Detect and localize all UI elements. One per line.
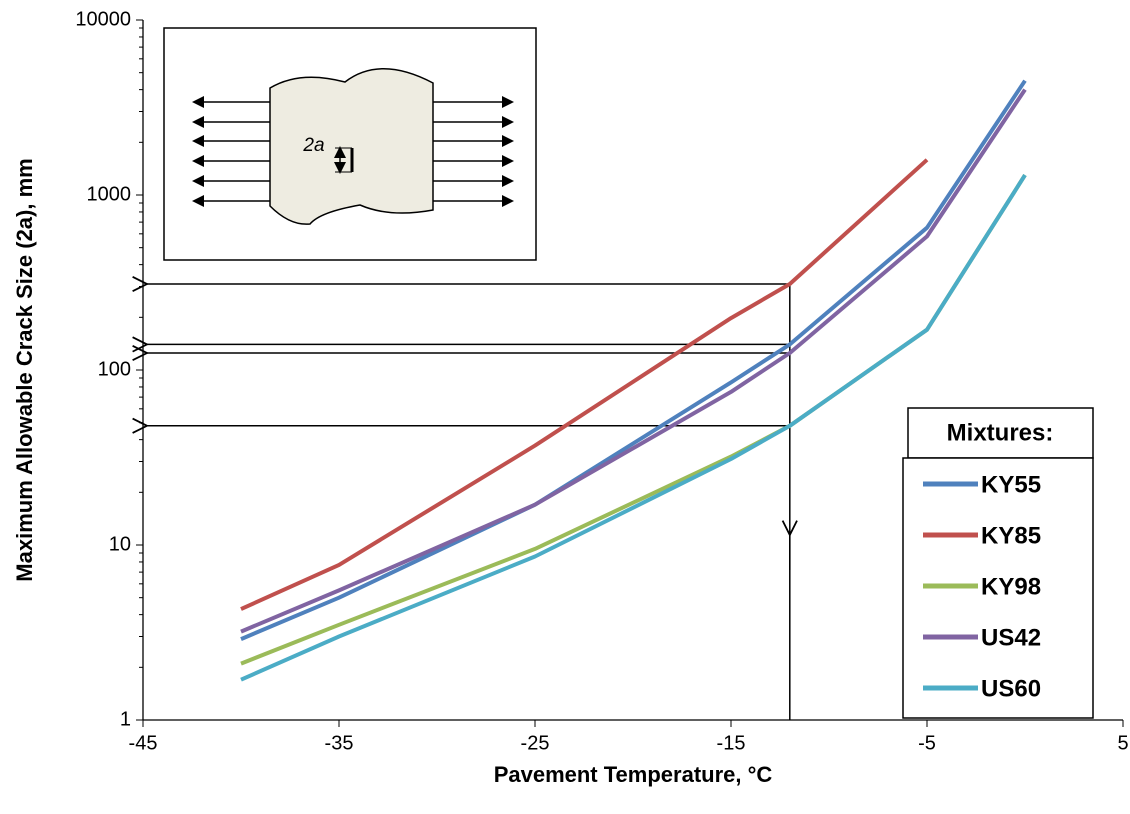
series-line — [240, 79, 1027, 641]
series-line — [240, 158, 929, 611]
y-tick-label: 100 — [98, 358, 131, 380]
y-tick-label: 10 — [109, 533, 131, 555]
x-tick-label: -25 — [521, 732, 550, 754]
y-tick-label: 1000 — [87, 183, 132, 205]
legend-label: US60 — [981, 675, 1041, 702]
legend-label: KY85 — [981, 522, 1041, 549]
x-tick-label: -35 — [325, 732, 354, 754]
legend-title-box — [907, 407, 1094, 459]
legend-label: US42 — [981, 624, 1041, 651]
y-tick-label: 10000 — [75, 8, 131, 30]
inset-diagram: 2a — [163, 27, 537, 261]
y-tick-label: 1 — [120, 708, 131, 730]
legend-label: KY55 — [981, 471, 1041, 498]
x-tick-label: -5 — [918, 732, 936, 754]
x-axis-title: Pavement Temperature, °C — [494, 762, 773, 787]
series-line — [240, 88, 1027, 634]
x-tick-label: 5 — [1117, 732, 1128, 754]
inset-label: 2a — [302, 135, 324, 156]
x-tick-label: -15 — [717, 732, 746, 754]
legend-label: KY98 — [981, 573, 1041, 600]
x-tick-label: -45 — [129, 732, 158, 754]
series-line — [240, 174, 1027, 682]
legend-title: Mixtures: — [947, 419, 1054, 446]
y-axis-title: Maximum Allowable Crack Size (2a), mm — [12, 158, 37, 581]
